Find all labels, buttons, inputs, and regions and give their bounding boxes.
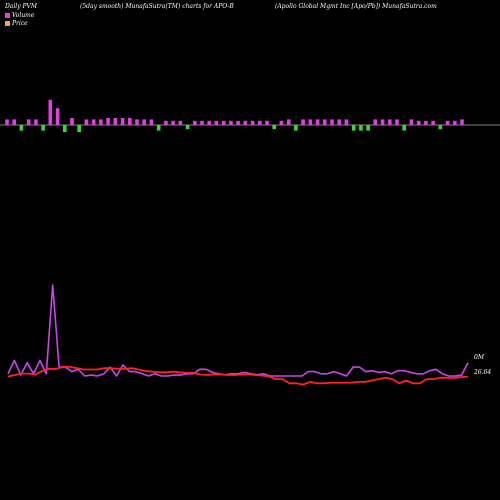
legend-volume: Volume [5,12,34,19]
pvm-bar [344,119,349,125]
pvm-bar [77,125,81,132]
pvm-bar [250,120,255,125]
pvm-bar [128,118,132,125]
pvm-bar [438,125,443,130]
pvm-bar [460,119,464,125]
pvm-bar [416,120,421,125]
legend-price: Price [5,20,28,27]
price-volume-lines [7,284,469,386]
pvm-bar [272,125,276,130]
pvm-bar [359,125,363,131]
pvm-bar [214,120,219,125]
pvm-bar [409,119,414,125]
pvm-bar [366,125,370,131]
legend-price-swatch [5,21,10,26]
pvm-bar [229,120,233,125]
pvm-bar [142,119,146,125]
pvm-bar [337,119,341,125]
volume-line [7,284,469,377]
pvm-bar [34,119,38,125]
pvm-bar [193,120,197,125]
pvm-bar [70,118,74,125]
pvm-bar [12,119,16,125]
chart-title: (5day smooth) MunafaSutra(TM) charts for… [80,3,234,10]
pvm-bar [258,120,262,125]
pvm-bar [351,125,356,131]
pvm-bar [63,125,67,132]
pvm-bar [5,119,9,125]
pvm-bar [19,125,24,131]
legend-price-label: Price [12,20,28,27]
pvm-bar [41,125,45,131]
legend-volume-label: Volume [12,12,35,19]
pvm-bar [308,119,313,125]
pvm-bar [265,120,269,125]
pvm-bar [55,108,60,125]
pvm-bar [243,120,248,125]
pvm-bars [5,99,464,132]
pvm-bar [178,120,183,125]
pvm-bar [330,119,334,125]
pvm-bar [84,119,89,125]
pvm-bar [431,120,435,125]
pvm-bar [294,125,298,131]
chart-type-label: Daily PVM [5,3,38,10]
pvm-bar [373,119,378,125]
pvm-bar [323,119,327,125]
pvm-bar [402,125,406,131]
pvm-bar [171,120,175,125]
pvm-bar [453,120,457,125]
pvm-bar [395,119,399,125]
pvm-bar [388,119,392,125]
pvm-bar [185,125,190,130]
pvm-bar [221,120,226,125]
pvm-bar [106,118,110,125]
pvm-bar [156,125,161,131]
pvm-bar [113,118,118,125]
pvm-bar [120,118,125,125]
pvm-bar [424,120,428,125]
pvm-bar [445,120,450,125]
pvm-bar [164,120,168,125]
price-line [7,365,469,386]
pvm-bar [200,120,204,125]
pvm-bar [48,99,53,125]
pvm-bar [301,119,305,125]
pvm-bar [236,120,240,125]
pvm-bar [91,119,96,125]
pvm-bar [279,120,284,125]
pvm-bar [26,119,31,125]
price-end-label: 26.64 [473,369,491,376]
legend-volume-swatch [5,13,10,18]
pvm-bar [149,119,154,125]
pvm-bar [135,119,139,125]
pvm-bar [380,119,385,125]
pvm-bar [286,119,291,125]
pvm-bar [207,120,211,125]
pvm-bar [315,119,320,125]
volume-end-label: 0M [474,354,485,361]
company-name: (Apollo Global Mgmt Inc [Apo/Pb]) Munafa… [275,3,437,10]
pvm-bar [99,119,103,125]
